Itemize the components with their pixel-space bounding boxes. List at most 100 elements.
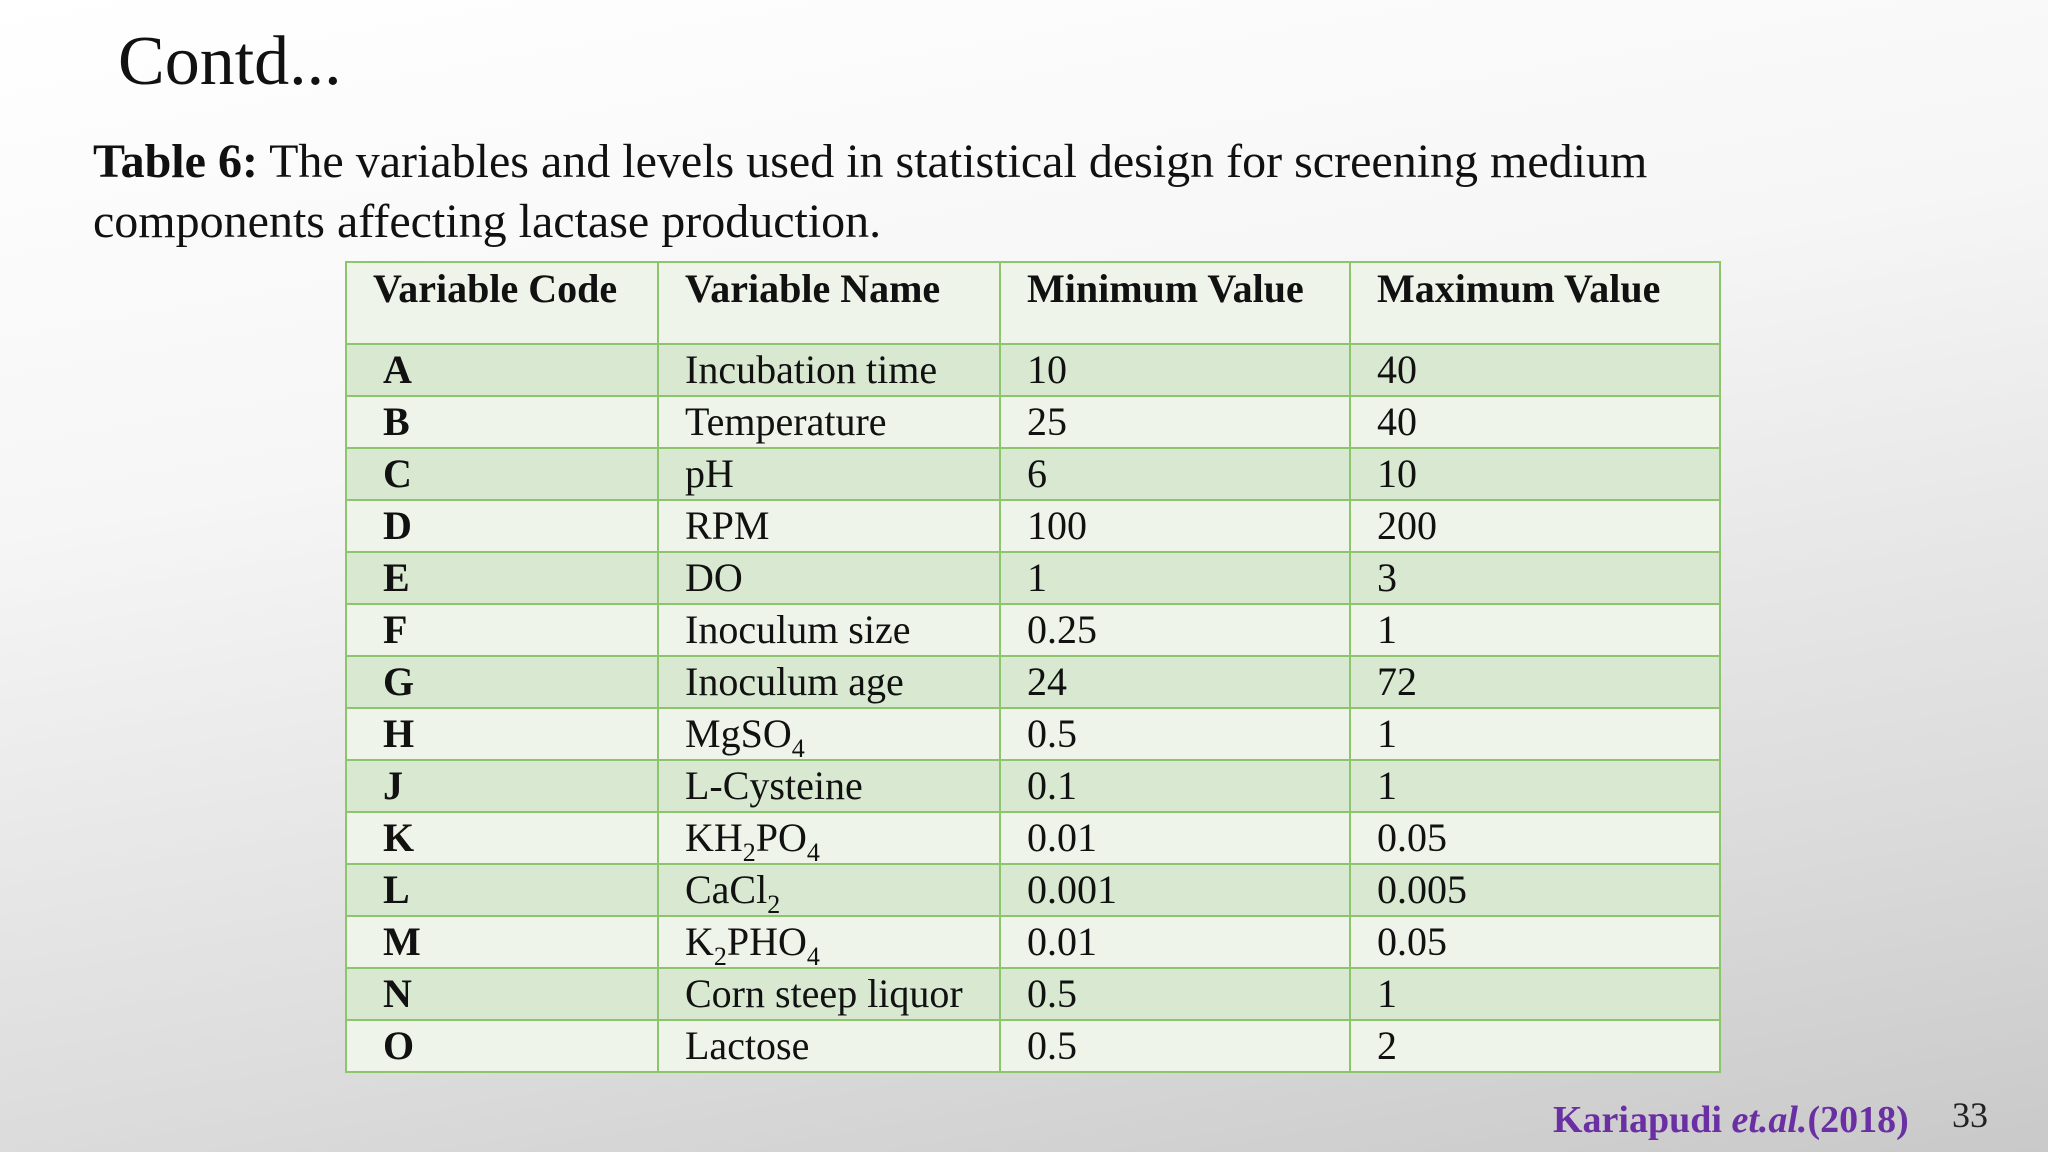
name-text: K bbox=[685, 919, 714, 964]
minimum-value: 0.01 bbox=[999, 811, 1351, 865]
caption-label: Table 6: bbox=[93, 135, 258, 188]
variable-code: M bbox=[345, 915, 659, 969]
table-row: L CaCl2 0.001 0.005 bbox=[345, 863, 1721, 918]
minimum-value: 0.01 bbox=[999, 915, 1351, 969]
name-text: L-Cysteine bbox=[685, 763, 863, 808]
maximum-value: 1 bbox=[1349, 707, 1721, 761]
header-cell: Variable Code bbox=[345, 261, 659, 345]
name-text: MgSO bbox=[685, 711, 792, 756]
variable-code: L bbox=[345, 863, 659, 917]
maximum-value: 3 bbox=[1349, 551, 1721, 605]
variables-table: Variable Code Variable Name Minimum Value M… bbox=[345, 261, 1721, 1073]
table-row: E DO 1 3 bbox=[345, 551, 1721, 605]
variable-code: H bbox=[345, 707, 659, 761]
variable-code: A bbox=[345, 343, 659, 397]
minimum-value: 100 bbox=[999, 499, 1351, 553]
variable-name: KH2PO4 bbox=[657, 811, 1001, 867]
variable-code: K bbox=[345, 811, 659, 865]
variable-name: Lactose bbox=[657, 1019, 1001, 1073]
variable-name: RPM bbox=[657, 499, 1001, 553]
citation: Kariapudi et.al.(2018) bbox=[1553, 1098, 1909, 1142]
table-row: H MgSO4 0.5 1 bbox=[345, 707, 1721, 763]
variable-code: C bbox=[345, 447, 659, 501]
variable-code: B bbox=[345, 395, 659, 449]
maximum-value: 40 bbox=[1349, 395, 1721, 449]
minimum-value: 1 bbox=[999, 551, 1351, 605]
maximum-value: 0.05 bbox=[1349, 915, 1721, 969]
variable-name: Temperature bbox=[657, 395, 1001, 449]
name-text: PHO bbox=[726, 919, 807, 964]
name-text: Inoculum size bbox=[685, 607, 911, 652]
variable-name: Incubation time bbox=[657, 343, 1001, 397]
variable-name: CaCl2 bbox=[657, 863, 1001, 918]
name-text: Inoculum age bbox=[685, 659, 904, 704]
maximum-value: 40 bbox=[1349, 343, 1721, 397]
table-row: B Temperature 25 40 bbox=[345, 395, 1721, 449]
maximum-value: 0.005 bbox=[1349, 863, 1721, 917]
variable-name: Inoculum age bbox=[657, 655, 1001, 709]
variable-name: pH bbox=[657, 447, 1001, 501]
header-row: Variable Code Variable Name Minimum Value M… bbox=[345, 261, 1721, 345]
variable-code: J bbox=[345, 759, 659, 813]
name-text: KH bbox=[685, 815, 743, 860]
variable-code: O bbox=[345, 1019, 659, 1073]
name-text: CaCl bbox=[685, 867, 768, 912]
subscript: 4 bbox=[791, 734, 805, 763]
citation-etal: et.al. bbox=[1731, 1099, 1808, 1141]
minimum-value: 0.001 bbox=[999, 863, 1351, 917]
table-caption: Table 6: The variables and levels used i… bbox=[93, 132, 1813, 252]
name-text: RPM bbox=[685, 503, 770, 548]
variable-name: MgSO4 bbox=[657, 707, 1001, 763]
table-row: G Inoculum age 24 72 bbox=[345, 655, 1721, 709]
minimum-value: 0.25 bbox=[999, 603, 1351, 657]
table-row: D RPM 100 200 bbox=[345, 499, 1721, 553]
variable-code: D bbox=[345, 499, 659, 553]
maximum-value: 1 bbox=[1349, 603, 1721, 657]
table-row: A Incubation time 10 40 bbox=[345, 343, 1721, 397]
variable-name: K2PHO4 bbox=[657, 915, 1001, 971]
table-row: N Corn steep liquor 0.5 1 bbox=[345, 967, 1721, 1021]
table-row: J L-Cysteine 0.1 1 bbox=[345, 759, 1721, 813]
citation-year: (2018) bbox=[1807, 1099, 1909, 1141]
variable-code: G bbox=[345, 655, 659, 709]
maximum-value: 1 bbox=[1349, 759, 1721, 813]
variable-name: DO bbox=[657, 551, 1001, 605]
minimum-value: 0.1 bbox=[999, 759, 1351, 813]
maximum-value: 200 bbox=[1349, 499, 1721, 553]
maximum-value: 1 bbox=[1349, 967, 1721, 1021]
page-number: 33 bbox=[1952, 1095, 1988, 1135]
citation-author: Kariapudi bbox=[1553, 1099, 1732, 1141]
subscript: 2 bbox=[713, 942, 727, 971]
maximum-value: 0.05 bbox=[1349, 811, 1721, 865]
table-row: O Lactose 0.5 2 bbox=[345, 1019, 1721, 1073]
subscript: 2 bbox=[742, 838, 756, 867]
maximum-value: 2 bbox=[1349, 1019, 1721, 1073]
name-text: Incubation time bbox=[685, 347, 938, 392]
header-cell: Minimum Value bbox=[999, 261, 1351, 345]
maximum-value: 72 bbox=[1349, 655, 1721, 709]
variable-code: E bbox=[345, 551, 659, 605]
minimum-value: 0.5 bbox=[999, 967, 1351, 1021]
minimum-value: 0.5 bbox=[999, 707, 1351, 761]
table-row: K KH2PO4 0.01 0.05 bbox=[345, 811, 1721, 867]
name-text: DO bbox=[685, 555, 743, 600]
name-text: PO bbox=[755, 815, 807, 860]
table-row: F Inoculum size 0.25 1 bbox=[345, 603, 1721, 657]
maximum-value: 10 bbox=[1349, 447, 1721, 501]
minimum-value: 10 bbox=[999, 343, 1351, 397]
variable-code: F bbox=[345, 603, 659, 657]
minimum-value: 24 bbox=[999, 655, 1351, 709]
subscript: 4 bbox=[806, 942, 820, 971]
minimum-value: 6 bbox=[999, 447, 1351, 501]
header-cell: Maximum Value bbox=[1349, 261, 1721, 345]
caption-text: The variables and levels used in statist… bbox=[93, 135, 1648, 248]
minimum-value: 25 bbox=[999, 395, 1351, 449]
name-text: Temperature bbox=[685, 399, 887, 444]
variable-name: L-Cysteine bbox=[657, 759, 1001, 813]
variable-name: Corn steep liquor bbox=[657, 967, 1001, 1021]
name-text: Corn steep liquor bbox=[685, 971, 963, 1016]
name-text: Lactose bbox=[685, 1023, 810, 1068]
